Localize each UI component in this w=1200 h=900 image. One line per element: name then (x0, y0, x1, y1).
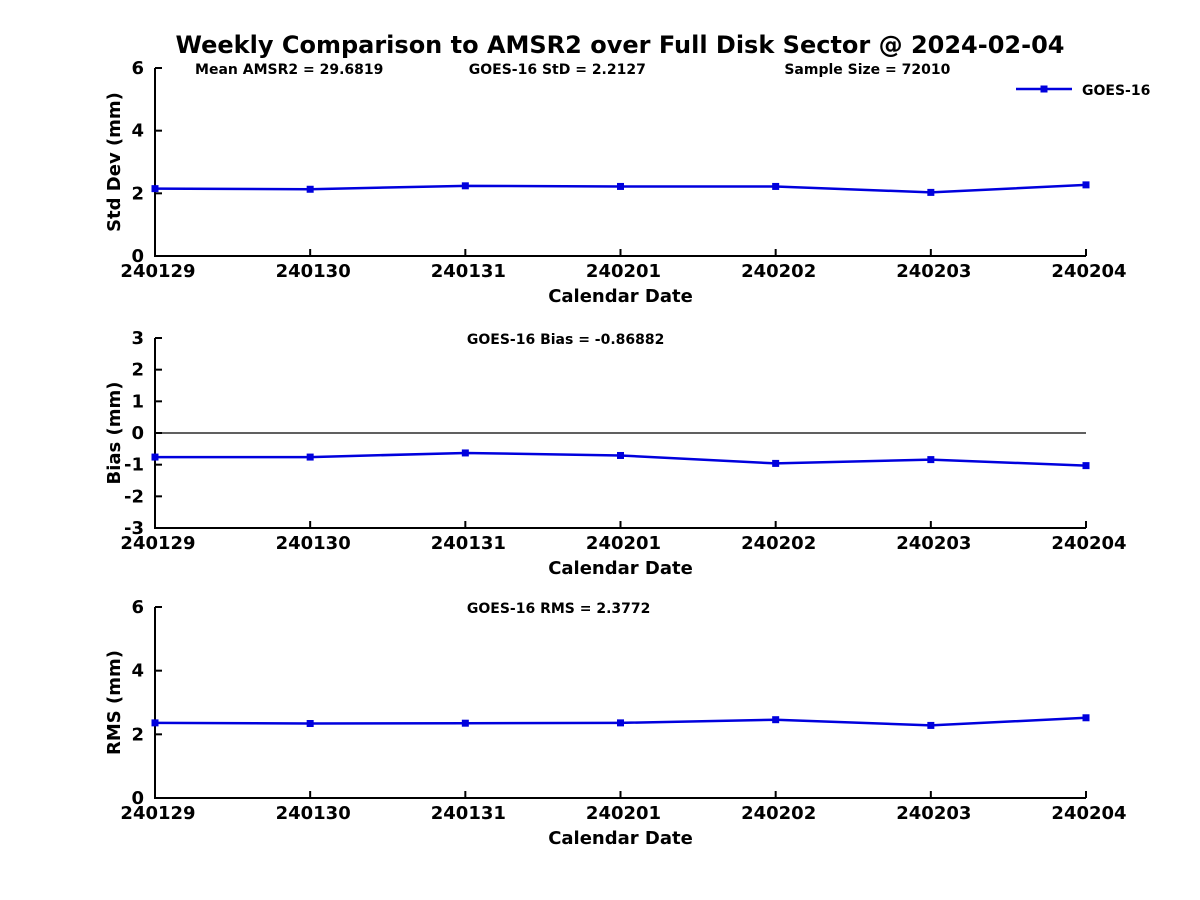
annotation: GOES-16 RMS = 2.3772 (467, 601, 651, 617)
data-point-marker (151, 719, 159, 727)
x-axis-label: Calendar Date (548, 558, 693, 579)
data-point-marker (927, 188, 935, 196)
y-tick-label: 6 (131, 597, 144, 618)
y-tick-label: 1 (131, 391, 144, 412)
annotation: Sample Size = 72010 (784, 62, 950, 78)
x-tick-label: 240201 (586, 803, 661, 824)
data-point-marker (1082, 462, 1090, 470)
data-point-marker (151, 453, 159, 461)
x-axis-label: Calendar Date (548, 828, 693, 849)
x-tick-label: 240204 (1051, 533, 1126, 554)
x-tick-label: 240131 (431, 533, 506, 554)
data-point-marker (1082, 714, 1090, 722)
x-tick-label: 240129 (120, 261, 195, 282)
y-axis-label: RMS (mm) (104, 650, 125, 755)
y-tick-label: -2 (124, 486, 144, 507)
data-point-marker (617, 719, 624, 727)
data-point-marker (306, 720, 314, 728)
y-tick-label: 0 (131, 423, 144, 444)
y-tick-label: 3 (131, 328, 144, 349)
y-tick-label: 4 (131, 661, 144, 682)
annotation: GOES-16 Bias = -0.86882 (467, 332, 665, 348)
data-point-marker (306, 185, 314, 193)
y-tick-label: -1 (124, 455, 144, 476)
annotation: Mean AMSR2 = 29.6819 (195, 62, 383, 78)
y-axis-label: Bias (mm) (104, 382, 125, 485)
y-tick-label: 2 (131, 183, 144, 204)
data-point-marker (151, 185, 159, 193)
x-tick-label: 240131 (431, 261, 506, 282)
y-axis-label: Std Dev (mm) (104, 92, 125, 232)
x-tick-label: 240201 (586, 261, 661, 282)
x-tick-label: 240130 (276, 261, 351, 282)
x-tick-label: 240130 (276, 803, 351, 824)
data-point-marker (461, 449, 469, 457)
x-tick-label: 240202 (741, 533, 816, 554)
annotation: GOES-16 StD = 2.2127 (469, 62, 646, 78)
x-tick-label: 240201 (586, 533, 661, 554)
x-tick-label: 240129 (120, 803, 195, 824)
data-point-marker (306, 453, 314, 461)
data-point-marker (461, 182, 469, 190)
x-tick-label: 240203 (896, 261, 971, 282)
data-point-marker (927, 456, 935, 464)
y-tick-label: 2 (131, 360, 144, 381)
x-tick-label: 240131 (431, 803, 506, 824)
x-tick-label: 240204 (1051, 803, 1126, 824)
data-point-marker (772, 182, 780, 190)
data-point-marker (772, 459, 780, 467)
x-axis-label: Calendar Date (548, 286, 693, 307)
data-point-marker (617, 182, 624, 190)
x-tick-label: 240203 (896, 803, 971, 824)
y-tick-label: 6 (131, 58, 144, 79)
data-point-marker (772, 716, 780, 724)
data-point-marker (617, 451, 624, 459)
data-point-marker (1082, 181, 1090, 189)
x-tick-label: 240129 (120, 533, 195, 554)
y-tick-label: 0 (131, 788, 144, 809)
x-tick-label: 240202 (741, 803, 816, 824)
figure-title: Weekly Comparison to AMSR2 over Full Dis… (175, 31, 1065, 59)
legend-marker-icon (1040, 85, 1048, 93)
x-tick-label: 240202 (741, 261, 816, 282)
y-tick-label: 0 (131, 246, 144, 267)
y-tick-label: 2 (131, 724, 144, 745)
data-point-marker (461, 719, 469, 727)
x-tick-label: 240203 (896, 533, 971, 554)
x-tick-label: 240204 (1051, 261, 1126, 282)
x-tick-label: 240130 (276, 533, 351, 554)
y-tick-label: 4 (131, 121, 144, 142)
y-tick-label: -3 (124, 518, 144, 539)
legend-label: GOES-16 (1082, 83, 1150, 99)
data-point-marker (927, 721, 935, 729)
